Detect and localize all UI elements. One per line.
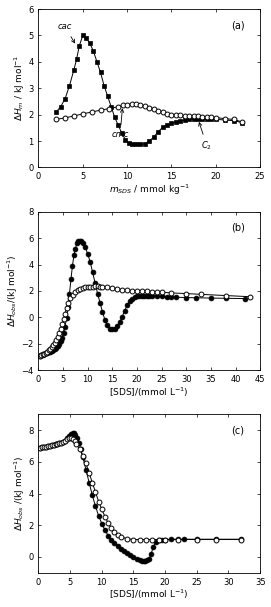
- Text: (b): (b): [231, 223, 245, 233]
- Y-axis label: $\Delta H_{obs}$ /(kJ mol$^{-1}$): $\Delta H_{obs}$ /(kJ mol$^{-1}$): [12, 456, 27, 531]
- Text: cac: cac: [58, 22, 75, 43]
- Text: (c): (c): [231, 426, 244, 435]
- Text: cmc: cmc: [111, 109, 129, 140]
- Y-axis label: $\Delta H_{obs}$/(kJ mol$^{-1}$): $\Delta H_{obs}$/(kJ mol$^{-1}$): [6, 254, 20, 327]
- Y-axis label: $\Delta H_{m}$ / kJ mol$^{-1}$: $\Delta H_{m}$ / kJ mol$^{-1}$: [12, 55, 27, 121]
- Text: $C_2$: $C_2$: [199, 123, 212, 152]
- X-axis label: [SDS]/(mmol L$^{-1}$): [SDS]/(mmol L$^{-1}$): [109, 588, 189, 602]
- Text: (a): (a): [231, 20, 245, 30]
- X-axis label: $m_{SDS}$ / mmol kg$^{-1}$: $m_{SDS}$ / mmol kg$^{-1}$: [109, 183, 190, 197]
- X-axis label: [SDS]/(mmol L$^{-1}$): [SDS]/(mmol L$^{-1}$): [109, 385, 189, 399]
